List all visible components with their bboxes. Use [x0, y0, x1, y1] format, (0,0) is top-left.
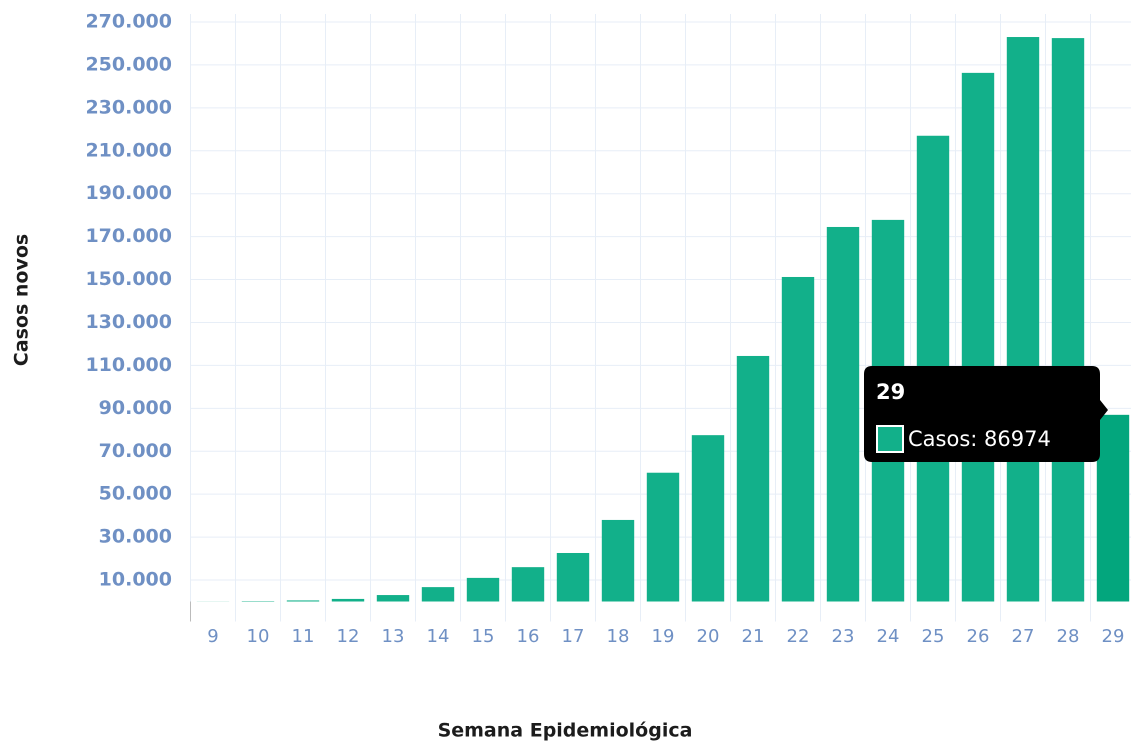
x-tick-label: 14	[427, 626, 450, 647]
y-tick-label: 270.000	[85, 11, 172, 33]
bar	[781, 276, 815, 602]
y-tick-label: 50.000	[99, 483, 172, 505]
y-tick-label: 150.000	[85, 268, 172, 290]
bar	[736, 355, 770, 602]
x-tick-label: 15	[472, 626, 495, 647]
x-tick-label: 23	[832, 626, 855, 647]
bar	[1051, 38, 1085, 602]
x-tick-label: 27	[1012, 626, 1035, 647]
x-axis-title: Semana Epidemiológica	[438, 720, 693, 742]
y-tick-label: 70.000	[99, 440, 172, 462]
x-tick-label: 10	[247, 626, 270, 647]
y-tick-label: 230.000	[85, 96, 172, 118]
y-tick-label: 30.000	[99, 526, 172, 548]
x-tick-label: 13	[382, 626, 405, 647]
tooltip-title: 29	[876, 380, 905, 404]
bar	[421, 587, 455, 602]
y-tick-label: 250.000	[85, 53, 172, 75]
bar	[826, 226, 860, 602]
bar	[601, 519, 635, 602]
y-tick-label: 110.000	[85, 354, 172, 376]
bar	[331, 598, 365, 602]
x-tick-label: 12	[337, 626, 360, 647]
y-tick-label: 170.000	[85, 225, 172, 247]
bar	[466, 577, 500, 602]
bar	[646, 472, 680, 602]
x-tick-label: 20	[697, 626, 720, 647]
tooltip-swatch	[876, 425, 904, 453]
tooltip-label: Casos: 86974	[908, 427, 1051, 451]
x-tick-label: 26	[967, 626, 990, 647]
y-tick-label: 130.000	[85, 311, 172, 333]
y-axis-title: Casos novos	[11, 234, 33, 366]
x-tick-label: 24	[877, 626, 900, 647]
bar	[1096, 414, 1130, 602]
bar	[961, 72, 995, 602]
bar	[691, 435, 725, 602]
x-tick-label: 22	[787, 626, 810, 647]
y-tick-label: 190.000	[85, 182, 172, 204]
x-tick-label: 19	[652, 626, 675, 647]
x-tick-label: 25	[922, 626, 945, 647]
y-tick-label: 210.000	[85, 139, 172, 161]
bar	[286, 600, 320, 602]
y-tick-label: 90.000	[99, 397, 172, 419]
x-tick-label: 16	[517, 626, 540, 647]
x-tick-label: 9	[207, 626, 218, 647]
bar	[511, 567, 545, 602]
x-tick-label: 29	[1102, 626, 1125, 647]
x-tick-label: 28	[1057, 626, 1080, 647]
bar	[556, 552, 590, 602]
bar	[376, 595, 410, 602]
y-tick-label: 10.000	[99, 569, 172, 591]
x-tick-label: 17	[562, 626, 585, 647]
bar	[1006, 37, 1040, 602]
x-tick-label: 21	[742, 626, 765, 647]
tooltip-box	[864, 366, 1108, 462]
x-tick-label: 18	[607, 626, 630, 647]
x-tick-label: 11	[292, 626, 315, 647]
